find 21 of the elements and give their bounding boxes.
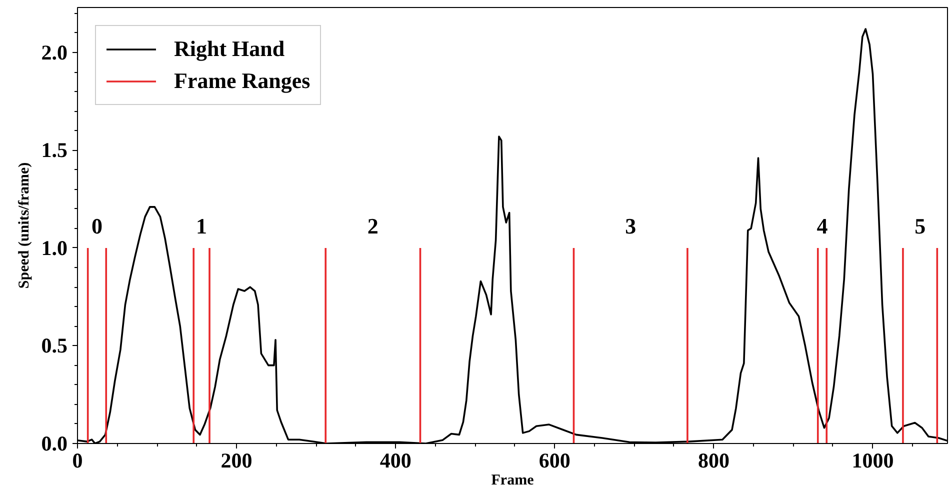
x-tick-label: 400 — [380, 448, 412, 472]
y-tick-label: 1.0 — [41, 236, 68, 260]
annotation: 0 — [91, 213, 102, 238]
y-tick-label: 1.5 — [41, 138, 68, 162]
x-tick-label: 1000 — [852, 448, 894, 472]
x-tick-label: 200 — [220, 448, 252, 472]
x-tick-label: 0 — [72, 448, 83, 472]
annotation: 1 — [196, 213, 208, 238]
legend-label: Right Hand — [174, 36, 285, 62]
y-tick-label: 2.0 — [41, 40, 68, 64]
x-tick-label: 600 — [538, 448, 570, 472]
annotation: 3 — [625, 213, 636, 238]
annotation: 5 — [914, 213, 926, 238]
y-tick-label: 0.5 — [41, 334, 68, 358]
x-axis-title: Frame — [491, 472, 534, 488]
annotation: 2 — [367, 213, 378, 238]
y-axis-title: Speed (units/frame) — [16, 162, 32, 289]
x-tick-label: 800 — [698, 448, 730, 472]
y-tick-label: 0.0 — [41, 432, 68, 456]
annotation: 4 — [816, 213, 828, 238]
legend-label: Frame Ranges — [174, 68, 310, 94]
